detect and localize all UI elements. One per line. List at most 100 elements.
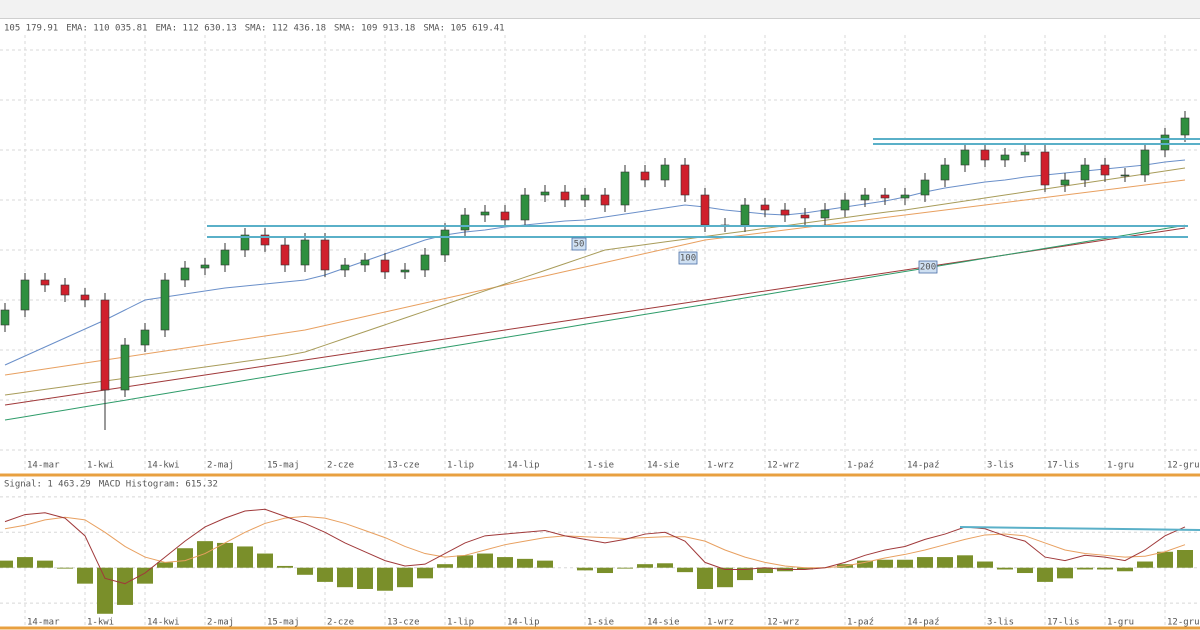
histogram-bar (877, 559, 893, 568)
candle-body (260, 234, 270, 246)
x-tick-label: 1-lip (447, 461, 474, 471)
candle-body (100, 299, 110, 391)
histogram-bar (797, 567, 813, 570)
x-tick-label: 14-kwi (147, 618, 180, 628)
histogram-bar (477, 553, 493, 568)
plot-layer (0, 35, 1200, 626)
overlay-layer: 14-mar 1-kwi 14-kwi 2-maj 15-maj 2-cze 13-cze 1… (4, 24, 1200, 628)
trend-line (959, 526, 1200, 531)
histogram-bar (357, 567, 373, 589)
x-tick-label: 14-kwi (147, 461, 180, 471)
candle-body (540, 191, 550, 196)
candle-body (700, 194, 710, 226)
histogram-bar (337, 567, 353, 588)
x-tick-label: 14-sie (647, 618, 680, 628)
histogram-bar (317, 567, 333, 582)
histogram-bar (597, 567, 613, 574)
histogram-bar (117, 567, 133, 605)
candle-body (220, 249, 230, 266)
indicator-line (4, 159, 1186, 366)
ma-tag-label: 200 (920, 263, 936, 273)
candle-body (660, 164, 670, 181)
histogram-bar (717, 567, 733, 588)
candle-body (500, 211, 510, 221)
histogram-bar (1117, 567, 1133, 572)
histogram-bar (57, 567, 73, 569)
histogram-bar (197, 541, 213, 568)
ma-tag-label: 100 (680, 254, 696, 264)
candle-body (240, 234, 250, 251)
candle-body (180, 267, 190, 281)
x-tick-label: 1-wrz (707, 461, 734, 471)
histogram-bar (497, 557, 513, 568)
histogram-bar (917, 557, 933, 568)
histogram-bar (417, 567, 433, 579)
candle-body (740, 204, 750, 226)
candle-body (1140, 149, 1150, 176)
candle-body (900, 194, 910, 199)
legend-entry: 105 179.91 (4, 24, 58, 34)
legend-entry: SMA: 112 436.18 (245, 24, 326, 34)
histogram-bar (617, 567, 633, 569)
histogram-bar (937, 557, 953, 568)
histogram-bar (177, 548, 193, 568)
candle-body (1080, 164, 1090, 181)
toolbar (0, 0, 1200, 18)
x-tick-label: 12-gru (1167, 618, 1200, 628)
candle-body (40, 279, 50, 286)
candle-body (360, 259, 370, 266)
x-tick-label: 1-gru (1107, 618, 1134, 628)
x-tick-label: 2-cze (327, 618, 354, 628)
x-tick-label: 17-lis (1047, 618, 1080, 628)
x-tick-label: 17-lis (1047, 461, 1080, 471)
histogram-bar (677, 567, 693, 573)
candle-body (560, 191, 570, 201)
candle-body (480, 211, 490, 216)
indicator-line (4, 179, 1186, 376)
candle-body (580, 194, 590, 201)
candle-body (940, 164, 950, 181)
indicator-line (4, 224, 1186, 421)
x-tick-label: 1-paź (847, 461, 874, 471)
histogram-bar (1137, 561, 1153, 568)
indicator-line (4, 508, 1186, 585)
x-tick-label: 2-maj (207, 618, 234, 628)
legend-entry: SMA: 105 619.41 (423, 24, 504, 34)
histogram-bar (137, 567, 153, 584)
legend-entry: MACD Histogram: 615.32 (99, 480, 218, 490)
histogram-bar (1057, 567, 1073, 579)
candle-body (1180, 117, 1190, 136)
histogram-bar (517, 558, 533, 568)
x-tick-label: 14-lip (507, 461, 540, 471)
histogram-bar (1157, 551, 1173, 568)
candle-body (280, 244, 290, 266)
histogram-bar (37, 560, 53, 568)
histogram-bar (0, 560, 13, 568)
candle-body (440, 229, 450, 256)
histogram-bar (397, 567, 413, 588)
x-tick-label: 14-sie (647, 461, 680, 471)
histogram-bar (97, 567, 113, 614)
x-tick-label: 1-sie (587, 461, 614, 471)
ma-tag (678, 251, 698, 265)
histogram-bar (957, 555, 973, 568)
candle-body (300, 239, 310, 266)
x-tick-label: 1-kwi (87, 618, 114, 628)
ma-tag-label: 50 (574, 240, 585, 250)
candle-body (400, 269, 410, 273)
candle-body (780, 209, 790, 216)
histogram-bar (217, 542, 233, 568)
x-tick-label: 1-sie (587, 618, 614, 628)
candle-body (920, 179, 930, 196)
x-tick-label: 15-maj (267, 461, 300, 471)
candle-body (340, 264, 350, 271)
legend-entry: EMA: 112 630.13 (155, 24, 236, 34)
candle-body (1100, 164, 1110, 176)
histogram-bar (457, 555, 473, 568)
x-tick-label: 1-paź (847, 618, 874, 628)
histogram-bar (257, 553, 273, 568)
x-tick-label: 1-gru (1107, 461, 1134, 471)
legend-entry: SMA: 109 913.18 (334, 24, 415, 34)
histogram-bar (1077, 567, 1093, 570)
